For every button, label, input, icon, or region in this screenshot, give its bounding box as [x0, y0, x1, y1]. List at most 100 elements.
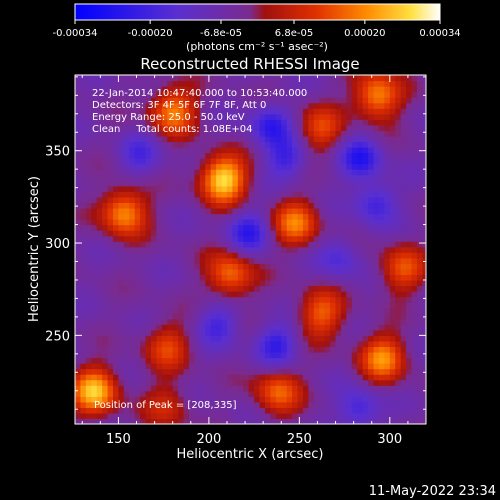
heatmap-cell [292, 135, 299, 143]
heatmap-cell [346, 285, 353, 292]
heatmap-cell [85, 191, 92, 198]
heatmap-cell [243, 113, 250, 120]
heatmap-cell [85, 396, 92, 403]
heatmap-cell [172, 329, 179, 336]
heatmap-cell [368, 169, 375, 176]
heatmap-cell [167, 412, 174, 420]
heatmap-cell [237, 307, 244, 314]
heatmap-cell [254, 174, 261, 181]
heatmap-cell [362, 329, 369, 336]
heatmap-cell [281, 368, 288, 375]
heatmap-cell [340, 396, 347, 403]
heatmap-cell [254, 86, 261, 93]
heatmap-cell [210, 257, 217, 264]
heatmap-cell [123, 357, 130, 364]
heatmap-cell [167, 246, 174, 253]
heatmap-cell [129, 163, 136, 170]
heatmap-cell [205, 207, 212, 215]
heatmap-cell [351, 296, 358, 303]
heatmap-cell [335, 169, 342, 176]
heatmap-cell [330, 340, 337, 348]
heatmap-cell [216, 329, 223, 336]
heatmap-cell [194, 97, 201, 104]
heatmap-cell [264, 401, 271, 408]
heatmap-cell [400, 374, 407, 381]
heatmap-cell [286, 97, 293, 104]
heatmap-cell [340, 141, 347, 148]
heatmap-cell [281, 207, 288, 215]
heatmap-cell [188, 335, 196, 342]
heatmap-cell [259, 235, 266, 242]
heatmap-cell [422, 351, 426, 359]
heatmap-cell [140, 313, 147, 320]
heatmap-cell [123, 163, 130, 170]
heatmap-cell [400, 274, 407, 281]
heatmap-cell [226, 80, 234, 87]
heatmap-cell [319, 174, 326, 181]
heatmap-cell [254, 246, 261, 253]
heatmap-cell [75, 418, 82, 424]
heatmap-cell [156, 302, 163, 309]
heatmap-cell [167, 313, 174, 320]
heatmap-cell [145, 385, 152, 392]
heatmap-cell [362, 147, 369, 154]
heatmap-cell [210, 340, 217, 348]
heatmap-cell [422, 307, 426, 314]
heatmap-cell [129, 174, 136, 181]
heatmap-cell [129, 368, 136, 375]
heatmap-cell [118, 135, 125, 143]
heatmap-cell [194, 135, 201, 143]
heatmap-cell [270, 340, 277, 348]
heatmap-cell [183, 351, 190, 359]
heatmap-cell [248, 180, 255, 187]
heatmap-cell [161, 241, 168, 248]
heatmap-cell [129, 185, 136, 192]
heatmap-cell [237, 318, 244, 325]
heatmap-cell [335, 279, 342, 287]
heatmap-cell [373, 174, 380, 181]
heatmap-cell [210, 274, 217, 281]
heatmap-cell [145, 268, 152, 276]
heatmap-cell [232, 191, 239, 198]
heatmap-cell [226, 385, 234, 392]
heatmap-cell [145, 379, 152, 386]
heatmap-cell [411, 202, 418, 209]
heatmap-cell [400, 158, 407, 165]
heatmap-cell [80, 241, 87, 248]
heatmap-cell [102, 412, 109, 420]
heatmap-cell [254, 141, 261, 148]
heatmap-cell [221, 274, 228, 281]
heatmap-cell [107, 268, 114, 276]
heatmap-cell [357, 296, 364, 303]
heatmap-cell [232, 241, 239, 248]
heatmap-cell [178, 158, 185, 165]
heatmap-cell [378, 86, 385, 93]
heatmap-cell [237, 185, 244, 192]
heatmap-cell [248, 368, 255, 375]
heatmap-cell [351, 135, 358, 143]
heatmap-cell [172, 291, 179, 298]
heatmap-cell [161, 135, 168, 143]
heatmap-cell [150, 130, 158, 137]
heatmap-cell [406, 351, 413, 359]
heatmap-cell [286, 368, 293, 375]
heatmap-cell [346, 241, 353, 248]
heatmap-cell [183, 407, 190, 414]
heatmap-cell [378, 158, 385, 165]
heatmap-cell [150, 268, 158, 276]
heatmap-cell [134, 368, 141, 375]
heatmap-cell [221, 152, 228, 159]
heatmap-cell [346, 235, 353, 242]
heatmap-cell [286, 191, 293, 198]
heatmap-cell [313, 296, 320, 303]
heatmap-cell [281, 97, 288, 104]
heatmap-cell [205, 124, 212, 131]
heatmap-cell [254, 235, 261, 242]
heatmap-cell [292, 346, 299, 353]
heatmap-cell [416, 368, 423, 375]
heatmap-cell [378, 113, 385, 120]
heatmap-cell [357, 207, 364, 215]
heatmap-cell [389, 340, 396, 348]
heatmap-cell [221, 113, 228, 120]
heatmap-cell [243, 318, 250, 325]
